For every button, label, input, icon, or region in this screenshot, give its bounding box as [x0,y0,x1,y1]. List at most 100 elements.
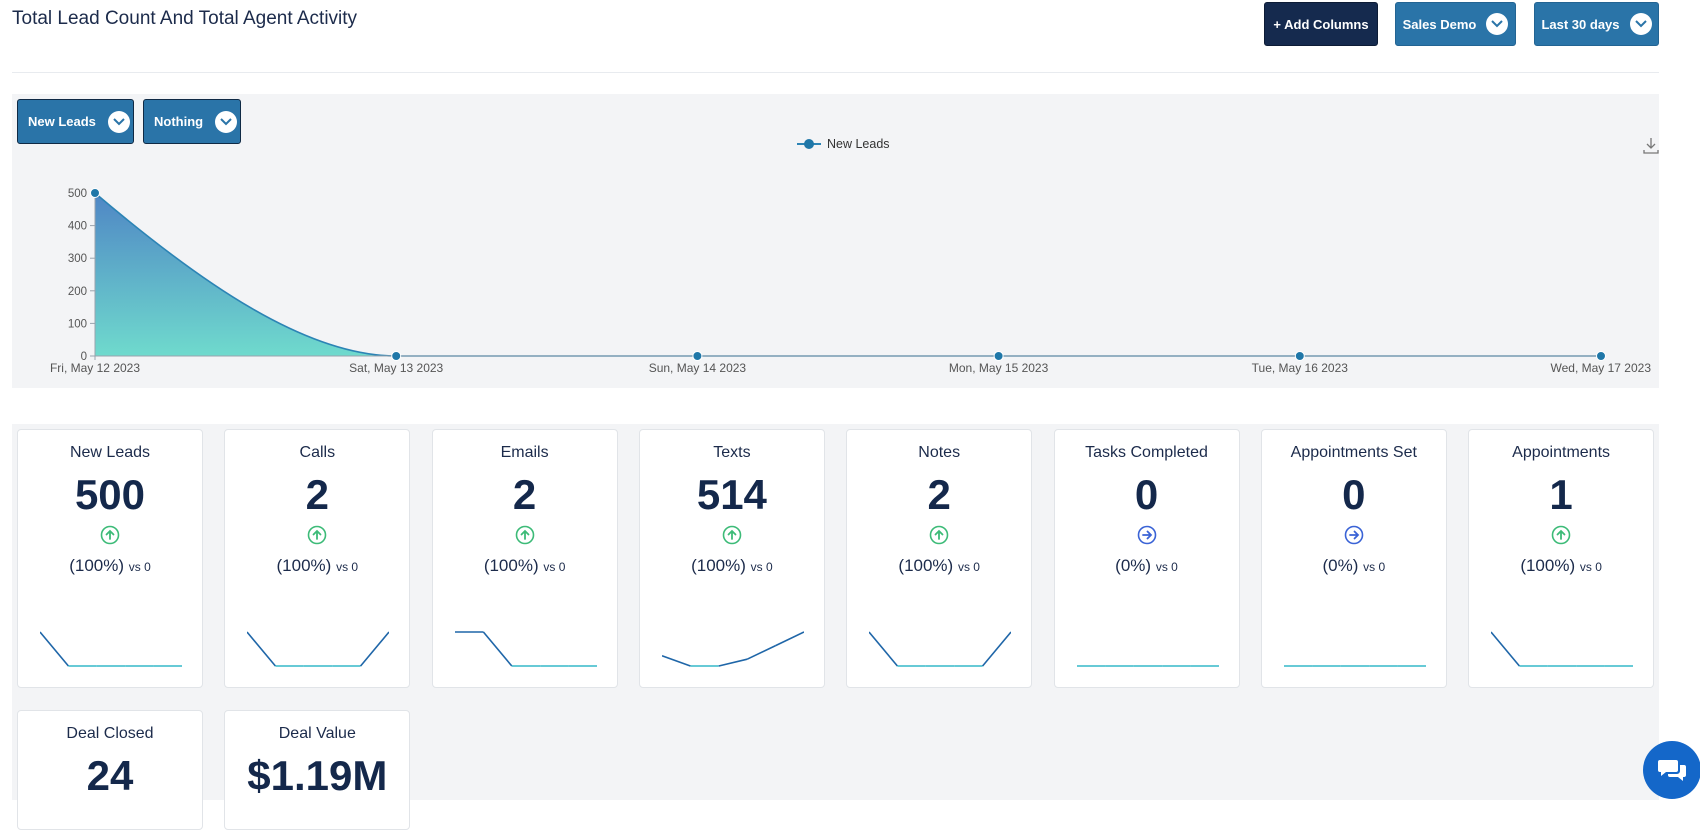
stat-value: 2 [927,471,951,518]
stat-title: Appointments Set [1290,444,1417,461]
area-fill [95,193,1601,356]
date-range-label: Last 30 days [1541,16,1620,32]
page-title: Total Lead Count And Total Agent Activit… [12,8,358,29]
arrow-up-icon [515,525,534,545]
stat-value: 2 [305,471,329,518]
y-tick-label: 500 [68,188,87,200]
account-select[interactable]: Sales Demo [1395,2,1516,46]
chart-panel: New Leads Nothing 0 100 200 300 400 500 Fri, M… [12,94,1659,388]
stat-compare: vs 0 [750,560,773,574]
stat-title: Tasks Completed [1085,444,1208,461]
x-tick-label: Fri, May 12 2023 [50,361,140,375]
sparkline-segment [661,655,691,667]
stat-title: Deal Closed [66,725,154,742]
legend-label: New Leads [827,137,890,151]
y-tick-label: 400 [68,221,87,233]
stat-card: Appointments Set 0 (0%) vs 0 [1260,429,1447,688]
chevron-down-icon [215,110,238,133]
sparkline-segment [746,644,776,660]
stat-percent-value: (100%) [898,556,954,575]
stat-card: New Leads 500 (100%) vs 0 [17,429,203,688]
sparkline-segment [775,631,804,647]
stat-percent: (100%) vs 0 [18,556,202,576]
date-range-select[interactable]: Last 30 days [1534,2,1659,46]
stat-percent: (100%) vs 0 [433,556,617,576]
y-tick-label: 0 [81,351,87,363]
stat-card: Calls 2 (100%) vs 0 [224,429,411,688]
stat-compare: vs 0 [1363,560,1386,574]
data-point [993,351,1004,361]
arrow-up-icon [307,525,327,545]
sparkline [661,631,804,667]
sparkline-segment [718,658,748,667]
stat-percent: (100%) vs 0 [225,556,409,576]
y-tick-label: 200 [68,286,87,298]
sparkline-segment [40,631,70,667]
metric-select[interactable]: New Leads [17,99,134,144]
sparkline [1076,665,1219,667]
stat-percent: (0%) vs 0 [1262,556,1446,576]
y-tick-label: 100 [68,318,87,330]
sparkline [454,631,597,667]
arrow-up-icon [100,525,120,545]
stat-title: New Leads [69,444,151,461]
stat-compare: vs 0 [1155,560,1178,574]
stat-card: Tasks Completed 0 (0%) vs 0 [1053,429,1240,688]
add-columns-label: + Add Columns [1273,16,1369,32]
stat-percent: (100%) vs 0 [640,556,824,576]
stat-value: 0 [1134,471,1159,518]
data-point [1596,351,1606,361]
stat-compare: vs 0 [543,560,566,574]
data-point [1294,351,1305,361]
stat-title: Notes [918,444,961,461]
stats-panel: New Leads 500 (100%) vs 0 Calls 2 (100%) vs 0… [12,424,1659,830]
y-tick-label: 300 [68,253,87,265]
arrow-up-icon [1551,525,1571,545]
stat-compare: vs 0 [957,560,980,574]
download-icon[interactable] [1643,138,1659,154]
chevron-down-icon [107,110,130,133]
arrow-right-icon [1344,525,1364,545]
stat-percent-value: (100%) [483,556,539,575]
sparkline [1491,631,1634,667]
stat-title: Emails [500,444,549,461]
x-tick-label: Tue, May 16 2023 [1252,361,1349,375]
sparkline-segment [869,631,899,667]
stat-percent-value: (100%) [276,556,332,575]
sparkline-segment [247,631,277,667]
stat-value: 514 [696,471,767,518]
stat-compare: vs 0 [336,560,359,574]
compare-label: Nothing [154,114,204,129]
stat-card: Deal Value $1.19M [224,710,411,830]
sparkline-segment [360,631,390,667]
data-point [692,351,703,361]
chat-button[interactable] [1643,741,1700,799]
stat-card: Deal Closed 24 [17,710,203,830]
metric-label: New Leads [28,114,96,129]
stat-percent-value: (100%) [69,556,125,575]
stat-compare: vs 0 [128,560,151,574]
sparkline-segment [1491,631,1521,667]
stat-value: 500 [74,471,146,518]
stat-value: 2 [512,471,537,518]
x-tick-label: Sat, May 13 2023 [349,361,443,375]
x-tick-label: Mon, May 15 2023 [949,361,1049,375]
stat-title: Deal Value [278,725,356,742]
sparkline [40,631,182,667]
stat-card: Notes 2 (100%) vs 0 [846,429,1033,688]
arrow-up-icon [722,525,742,545]
stat-value: 24 [86,752,134,799]
compare-select[interactable]: Nothing [143,99,241,144]
add-columns-button[interactable]: + Add Columns [1264,2,1378,46]
sparkline [869,631,1012,667]
x-tick-label: Wed, May 17 2023 [1550,361,1651,375]
stat-title: Appointments [1512,444,1611,461]
data-point [391,351,402,361]
stat-percent: (100%) vs 0 [847,556,1031,576]
sparkline-segment [482,631,513,667]
chevron-down-icon [1629,13,1652,35]
stat-percent-value: (100%) [691,556,746,575]
stat-percent: (0%) vs 0 [1055,556,1239,576]
stat-value: $1.19M [247,752,388,799]
sparkline [1283,665,1426,667]
